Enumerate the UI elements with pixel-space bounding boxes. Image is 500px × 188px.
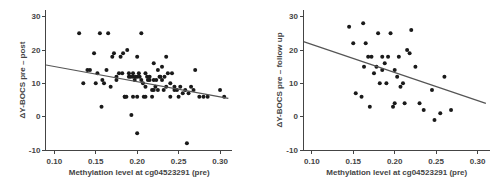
svg-text:0.15: 0.15: [345, 157, 361, 166]
svg-text:0.30: 0.30: [212, 157, 228, 166]
svg-text:-10: -10: [29, 146, 41, 155]
svg-text:ΔY-BOCS pre – post: ΔY-BOCS pre – post: [18, 41, 27, 118]
svg-text:30: 30: [289, 12, 298, 21]
svg-text:0.20: 0.20: [387, 157, 403, 166]
svg-text:30: 30: [31, 12, 40, 21]
svg-text:20: 20: [31, 46, 40, 55]
svg-text:0.25: 0.25: [171, 157, 187, 166]
svg-text:0.25: 0.25: [428, 157, 444, 166]
svg-text:Methylation level at cg0452329: Methylation level at cg04523291 (pre): [69, 168, 210, 177]
svg-text:10: 10: [31, 79, 40, 88]
svg-text:ΔY-BOCS pre – follow up: ΔY-BOCS pre – follow up: [275, 32, 284, 127]
svg-text:10: 10: [289, 79, 298, 88]
svg-text:0.10: 0.10: [47, 157, 63, 166]
svg-text:0.15: 0.15: [88, 157, 104, 166]
svg-text:Methylation level at cg0452329: Methylation level at cg04523291 (pre): [326, 168, 467, 177]
svg-text:0: 0: [293, 112, 298, 121]
svg-text:0.30: 0.30: [470, 157, 486, 166]
svg-text:0: 0: [36, 112, 41, 121]
svg-text:0.20: 0.20: [129, 157, 145, 166]
svg-text:-10: -10: [286, 146, 298, 155]
svg-text:0.10: 0.10: [304, 157, 320, 166]
svg-text:20: 20: [289, 46, 298, 55]
